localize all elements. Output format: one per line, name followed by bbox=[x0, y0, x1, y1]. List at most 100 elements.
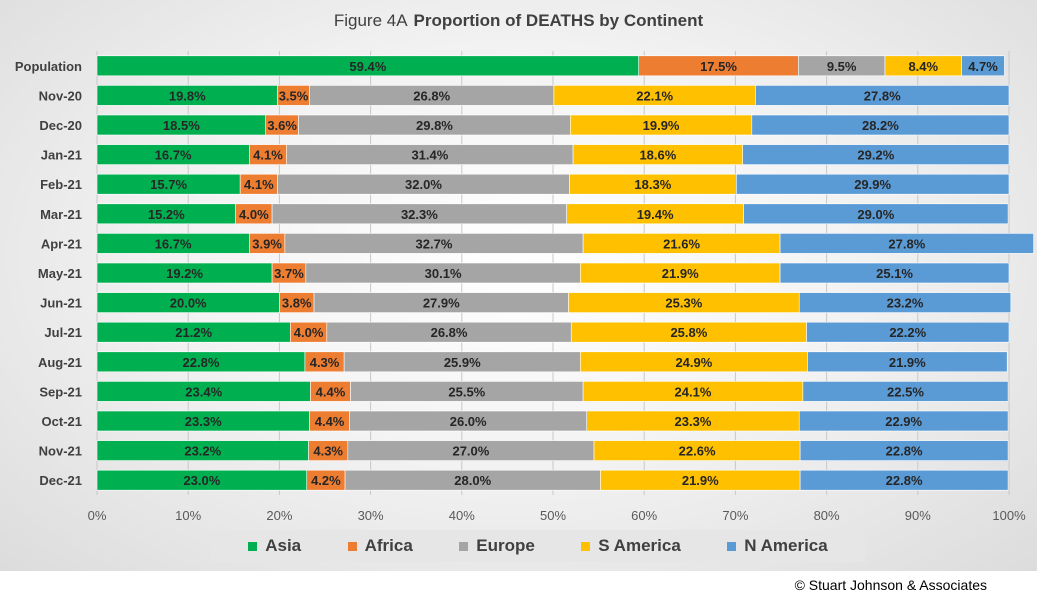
data-label: 59.4% bbox=[349, 59, 386, 74]
data-label: 26.8% bbox=[413, 88, 450, 103]
category-label: Aug-21 bbox=[38, 355, 82, 370]
data-label: 4.0% bbox=[239, 207, 269, 222]
category-label: Feb-21 bbox=[40, 177, 82, 192]
category-label: Dec-20 bbox=[39, 118, 82, 133]
data-label: 4.2% bbox=[311, 473, 341, 488]
data-label: 23.2% bbox=[184, 444, 221, 459]
x-tick-label: 30% bbox=[358, 508, 384, 523]
x-tick-label: 10% bbox=[175, 508, 201, 523]
data-label: 8.4% bbox=[908, 59, 938, 74]
data-label: 16.7% bbox=[155, 148, 192, 163]
data-label: 21.6% bbox=[663, 236, 700, 251]
data-label: 23.4% bbox=[185, 384, 222, 399]
bar-segment bbox=[798, 292, 1012, 313]
category-label: Apr-21 bbox=[41, 236, 82, 251]
x-tick-label: 80% bbox=[814, 508, 840, 523]
data-label: 4.4% bbox=[315, 414, 345, 429]
data-label: 32.7% bbox=[416, 236, 453, 251]
data-label: 28.2% bbox=[862, 118, 899, 133]
data-label: 21.9% bbox=[662, 266, 699, 281]
x-tick-label: 40% bbox=[449, 508, 475, 523]
bar-segment bbox=[755, 85, 1010, 106]
title-main: Proportion of DEATHS by Continent bbox=[413, 11, 704, 30]
legend-label: Asia bbox=[265, 536, 302, 555]
bar-segment bbox=[743, 203, 1009, 225]
data-label: 29.0% bbox=[857, 207, 894, 222]
data-label: 18.3% bbox=[634, 177, 671, 192]
data-label: 23.0% bbox=[183, 473, 220, 488]
data-label: 29.2% bbox=[857, 148, 894, 163]
category-label: May-21 bbox=[38, 266, 82, 281]
data-label: 22.8% bbox=[886, 473, 923, 488]
data-label: 22.6% bbox=[679, 444, 716, 459]
category-label: Sep-21 bbox=[39, 384, 82, 399]
data-label: 21.9% bbox=[889, 355, 926, 370]
category-label: Oct-21 bbox=[42, 414, 82, 429]
data-label: 21.9% bbox=[682, 473, 719, 488]
data-label: 16.7% bbox=[155, 236, 192, 251]
legend-swatch bbox=[347, 541, 357, 551]
bar-segment bbox=[807, 351, 1008, 373]
data-label: 4.3% bbox=[313, 444, 343, 459]
bar-segment bbox=[961, 55, 1005, 77]
figure-label: Figure 4A bbox=[333, 11, 408, 30]
data-label: 29.8% bbox=[416, 118, 453, 133]
bar-chart: 0% 10% 20% 30% 40% 50% 60% 70% 80% 90% 100% Populat… bbox=[15, 51, 1034, 523]
data-label: 22.2% bbox=[889, 325, 926, 340]
bar-segment bbox=[798, 410, 1009, 432]
data-label: 19.4% bbox=[637, 207, 674, 222]
x-tick-label: 100% bbox=[992, 508, 1026, 523]
data-label: 27.8% bbox=[888, 236, 925, 251]
bar-segment bbox=[799, 440, 1009, 461]
legend-item: Africa bbox=[347, 536, 413, 556]
legend-item: Europe bbox=[459, 536, 535, 556]
category-label: Population bbox=[15, 59, 82, 74]
legend-item: S America bbox=[581, 536, 681, 556]
data-label: 22.5% bbox=[887, 384, 924, 399]
data-label: 3.7% bbox=[274, 266, 304, 281]
data-label: 32.0% bbox=[405, 177, 442, 192]
data-label: 4.7% bbox=[968, 59, 998, 74]
legend-swatch bbox=[727, 541, 737, 551]
bar-segment bbox=[751, 114, 1010, 136]
category-label: Nov-20 bbox=[39, 88, 82, 103]
legend-swatch bbox=[459, 541, 469, 551]
x-tick-label: 0% bbox=[88, 508, 107, 523]
data-label: 23.3% bbox=[185, 414, 222, 429]
legend-swatch bbox=[581, 541, 591, 551]
data-label: 25.5% bbox=[448, 384, 485, 399]
data-label: 4.4% bbox=[316, 384, 346, 399]
data-label: 22.8% bbox=[886, 444, 923, 459]
chart-title: Figure 4A Proportion of DEATHS by Contine… bbox=[0, 11, 1037, 31]
x-tick-label: 90% bbox=[905, 508, 931, 523]
x-tick-label: 20% bbox=[266, 508, 292, 523]
data-label: 17.5% bbox=[700, 59, 737, 74]
x-tick-label: 60% bbox=[631, 508, 657, 523]
data-label: 24.9% bbox=[675, 355, 712, 370]
data-label: 27.0% bbox=[452, 444, 489, 459]
bar-segment bbox=[736, 173, 1010, 195]
data-label: 3.9% bbox=[252, 236, 282, 251]
data-label: 25.8% bbox=[670, 325, 707, 340]
x-tick-label: 70% bbox=[722, 508, 748, 523]
data-label: 29.9% bbox=[854, 177, 891, 192]
bar-segment bbox=[779, 262, 1010, 284]
data-label: 19.8% bbox=[169, 88, 206, 103]
data-label: 19.9% bbox=[643, 118, 680, 133]
data-label: 28.0% bbox=[454, 473, 491, 488]
legend-label: Europe bbox=[476, 536, 535, 555]
data-label: 23.2% bbox=[887, 296, 924, 311]
data-label: 25.1% bbox=[876, 266, 913, 281]
data-label: 15.2% bbox=[148, 207, 185, 222]
legend-swatch bbox=[248, 541, 258, 551]
legend: Asia Africa Europe S America N America bbox=[211, 530, 865, 562]
bar-segment bbox=[802, 381, 1009, 402]
data-label: 3.6% bbox=[267, 118, 297, 133]
data-label: 22.1% bbox=[636, 88, 673, 103]
data-label: 4.3% bbox=[310, 355, 340, 370]
data-label: 24.1% bbox=[675, 384, 712, 399]
data-label: 32.3% bbox=[401, 207, 438, 222]
data-label: 4.0% bbox=[294, 325, 324, 340]
legend-label: S America bbox=[598, 536, 681, 555]
data-label: 3.5% bbox=[279, 88, 309, 103]
